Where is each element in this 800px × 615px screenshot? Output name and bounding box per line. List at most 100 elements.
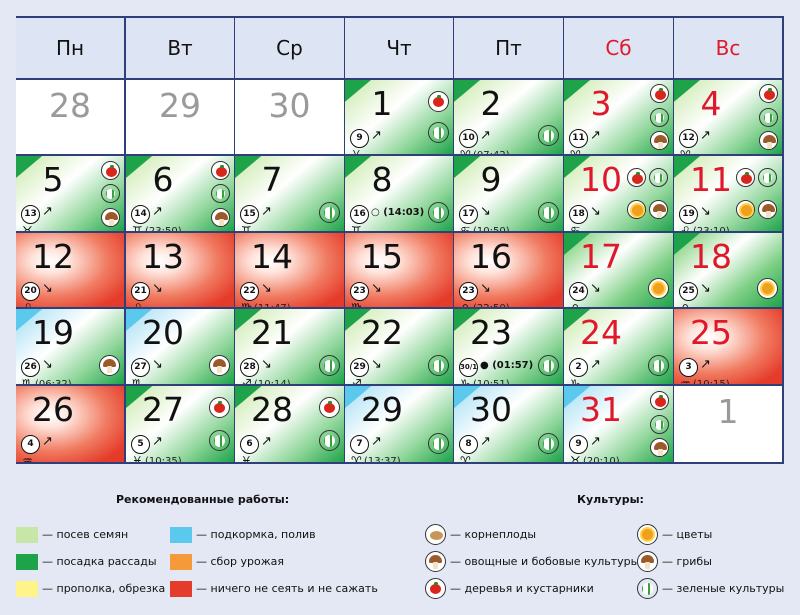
- day-cell[interactable]: 23 30/1● (01:57) ♑(10:51): [454, 309, 563, 384]
- day-cell[interactable]: 26 4 ↗ ♒: [16, 386, 124, 462]
- day-cell[interactable]: 29: [126, 80, 234, 154]
- day-cell[interactable]: 25 3↗ ♒(10:15): [674, 309, 782, 384]
- crop-icons: [759, 80, 778, 154]
- day-cell[interactable]: 19 26↘ ♏(06:32): [16, 309, 124, 384]
- greens-icon: [319, 429, 340, 451]
- greens-icon: [101, 184, 120, 203]
- zodiac-sign: ♈: [570, 149, 581, 155]
- tomato-icon: [101, 160, 120, 180]
- lunar-day-badge: 21: [131, 282, 150, 301]
- day-number: 30: [268, 86, 311, 125]
- day-number: 15: [361, 237, 403, 276]
- day-cell[interactable]: 5 13 ↗ ♉: [16, 156, 124, 231]
- moon-direction-arrow: ↘: [480, 204, 491, 219]
- moon-direction-arrow: ↘: [42, 357, 53, 372]
- crop-icons: [538, 156, 559, 231]
- moon-direction-arrow: ↗: [480, 434, 491, 449]
- day-cell[interactable]: 20 27 ↘ ♏: [126, 309, 234, 384]
- day-cell[interactable]: 27 5 ↗ ♓ (10:35): [126, 386, 234, 462]
- tomato-icon: [428, 90, 449, 112]
- zodiac-sign: ♊: [241, 224, 252, 232]
- day-cell[interactable]: 1: [674, 386, 782, 462]
- day-cell[interactable]: 210↗ ♈(07:42): [454, 80, 563, 154]
- moon-direction-arrow: ↘: [152, 357, 163, 372]
- day-cell[interactable]: 917↘ ♋(10:50): [454, 156, 563, 231]
- day-number: 3: [590, 84, 612, 123]
- zodiac-sign: ♋: [570, 224, 581, 232]
- day-cell[interactable]: 10 18 ↘ ♋: [564, 156, 673, 231]
- lunar-day-badge: 2: [569, 358, 588, 377]
- lunar-day-badge: 28: [240, 358, 259, 377]
- day-cell[interactable]: 31 9 ↗ ♉ (20:10): [564, 386, 673, 462]
- day-number: 21: [251, 313, 293, 352]
- zodiac-change-time: (22:50): [473, 302, 510, 307]
- zodiac-sign: ♌: [132, 302, 143, 308]
- day-cell[interactable]: 18 25↘ ♎: [674, 233, 782, 307]
- day-cell[interactable]: 19↗ ♓: [345, 80, 453, 154]
- day-cell[interactable]: 28 6 ↗ ♓: [235, 386, 344, 462]
- crop-icons: [736, 156, 778, 231]
- day-cell[interactable]: 15 23↘ ♍: [345, 233, 453, 307]
- tomato-icon: [736, 167, 755, 187]
- moon-direction-arrow: ↗: [590, 128, 601, 143]
- calendar-grid: ПнВтСрЧтПтСбВс28293019↗♓210↗♈(07:42)311↗…: [16, 16, 784, 464]
- zodiac-sign: ♏: [132, 377, 143, 385]
- mush-icon: [99, 355, 120, 376]
- greens-icon: [649, 167, 668, 187]
- zodiac-sign: ♏: [22, 377, 33, 385]
- legend-crop-label: — зеленые культуры: [662, 582, 785, 595]
- day-cell[interactable]: 29 7 ↗ ♈ (13:37): [345, 386, 453, 462]
- zodiac-sign: ♊: [351, 224, 362, 232]
- day-cell[interactable]: 8 16 ○ (14:03) ♊: [345, 156, 453, 231]
- day-cell[interactable]: 14 22↘ ♍(11:47): [235, 233, 344, 307]
- tomato-icon: [319, 397, 340, 419]
- flower-icon: [648, 278, 669, 299]
- zodiac-change-time: (20:10): [583, 456, 620, 462]
- day-cell[interactable]: 17 24↘ ♎: [564, 233, 673, 307]
- tomato-icon: [627, 167, 646, 187]
- lunar-day-badge: 8: [459, 435, 478, 454]
- crop-icons: [538, 80, 559, 154]
- day-number: 8: [371, 160, 393, 199]
- crop-icons: [428, 309, 449, 384]
- day-cell[interactable]: 614↗ ♊(23:50): [126, 156, 234, 231]
- zodiac-change-time: (11:47): [254, 302, 291, 307]
- root-icon: [425, 524, 446, 545]
- zodiac-sign: ♑: [570, 377, 581, 385]
- legend-work-label: — посев семян: [42, 528, 129, 541]
- day-cell[interactable]: 24 2 ↗ ♑: [564, 309, 673, 384]
- lunar-day-badge: 18: [569, 205, 588, 224]
- day-cell[interactable]: 22 29 ↘ ♐: [345, 309, 453, 384]
- greens-icon: [758, 167, 777, 187]
- greens-icon: [538, 433, 559, 454]
- greens-icon: [650, 107, 669, 127]
- day-cell[interactable]: 16 23↘ ♎(22:50): [454, 233, 563, 307]
- day-cell[interactable]: 412↗ ♈: [674, 80, 782, 154]
- day-number: 6: [152, 160, 174, 199]
- day-cell[interactable]: 11 19↘ ♌(23:10): [674, 156, 782, 231]
- day-cell[interactable]: 12 20↘ ♌: [16, 233, 124, 307]
- weekday-header: Пн: [16, 18, 124, 78]
- crop-icons: [209, 386, 230, 462]
- day-cell[interactable]: 30 8 ↗ ♈: [454, 386, 563, 462]
- day-cell[interactable]: 311↗ ♈: [564, 80, 673, 154]
- day-cell[interactable]: 21 28↘ ♐(10:14): [235, 309, 344, 384]
- day-cell[interactable]: 7 15 ↗ ♊: [235, 156, 344, 231]
- moon-direction-arrow: ↗: [371, 128, 382, 143]
- zodiac-sign: ♎: [680, 302, 691, 308]
- day-cell[interactable]: 28: [16, 80, 124, 154]
- lunar-day-badge: 30/1: [459, 358, 478, 377]
- crop-icons: [648, 309, 669, 384]
- zodiac-sign: ♑: [460, 377, 471, 385]
- day-cell[interactable]: 30: [235, 80, 344, 154]
- moon-direction-arrow: ↘: [590, 281, 601, 296]
- greens-icon: [209, 429, 230, 451]
- day-number: 22: [361, 313, 403, 352]
- lunar-day-badge: 23: [459, 282, 478, 301]
- day-cell[interactable]: 13 21↘ ♌: [126, 233, 234, 307]
- flower-icon: [637, 524, 658, 545]
- greens-icon: [428, 202, 449, 223]
- day-number: 7: [261, 160, 283, 199]
- lunar-day-badge: 14: [131, 205, 150, 224]
- mush-icon: [650, 130, 669, 150]
